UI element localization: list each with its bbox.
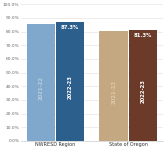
- Bar: [27, 24, 55, 141]
- Text: 2022-23: 2022-23: [141, 79, 146, 103]
- Text: 2021-22: 2021-22: [111, 80, 116, 103]
- Text: 2021-22: 2021-22: [38, 76, 43, 100]
- Text: 2022-23: 2022-23: [68, 75, 73, 99]
- Bar: [99, 31, 128, 141]
- Bar: [129, 30, 157, 141]
- Bar: [56, 22, 84, 141]
- Text: 87.3%: 87.3%: [61, 25, 79, 30]
- Text: 81.3%: 81.3%: [134, 33, 152, 38]
